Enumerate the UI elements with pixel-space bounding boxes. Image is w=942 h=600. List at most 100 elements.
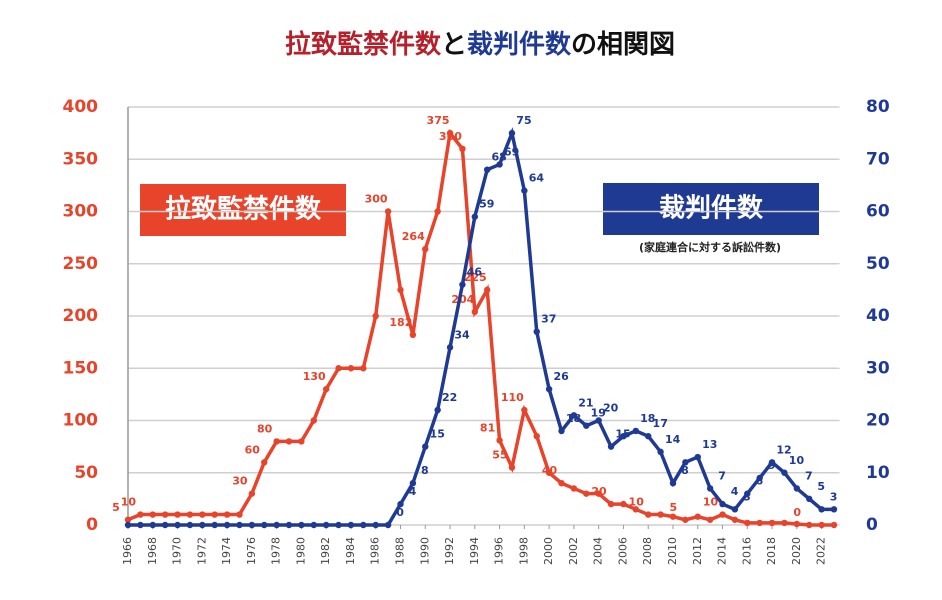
x-tick-label: 2004 [592, 537, 605, 565]
data-label: 68 [492, 151, 507, 164]
y2-tick-label: 80 [866, 97, 890, 117]
data-label: 300 [365, 193, 388, 206]
data-point [174, 511, 181, 518]
data-label: 12 [776, 443, 791, 456]
x-tick-label: 2012 [691, 537, 704, 565]
data-label: 8 [421, 464, 429, 477]
y2-tick-label: 50 [866, 254, 890, 274]
data-label: 14 [665, 433, 681, 446]
data-label: 0 [793, 506, 801, 519]
data-point [409, 331, 417, 339]
title-part: の相関図 [571, 30, 675, 60]
data-label: 15 [615, 428, 630, 441]
data-label: 7 [805, 469, 813, 482]
x-tick-label: 2016 [740, 537, 753, 565]
y-tick-label: 150 [63, 358, 99, 378]
data-label: 20 [603, 402, 619, 415]
data-point [471, 308, 479, 316]
data-point [471, 213, 479, 220]
data-point [261, 521, 268, 529]
data-label: 3 [743, 490, 751, 503]
y2-tick-label: 60 [866, 202, 890, 222]
data-label: 26 [553, 370, 569, 383]
x-tick-label: 1986 [369, 537, 382, 565]
data-point [595, 417, 602, 424]
x-tick-label: 1966 [121, 537, 134, 565]
data-point [285, 438, 293, 445]
x-tick-label: 1988 [393, 537, 406, 565]
data-point [545, 469, 553, 476]
data-label: 10 [789, 454, 805, 467]
data-label: 13 [702, 438, 717, 451]
data-label: 22 [442, 391, 457, 404]
data-point [570, 485, 578, 492]
x-tick-label: 1968 [146, 537, 159, 565]
data-point [669, 513, 677, 520]
data-point [830, 521, 838, 529]
data-point [409, 480, 417, 487]
data-label: 4 [731, 485, 739, 498]
data-point [583, 422, 590, 429]
x-tick-label: 1992 [443, 537, 456, 565]
data-label: 360 [439, 130, 462, 143]
data-point [632, 427, 640, 435]
y-tick-label: 200 [63, 306, 99, 326]
data-label: 80 [257, 422, 273, 435]
data-point [360, 521, 367, 529]
y-tick-label: 50 [74, 463, 98, 483]
data-point [645, 432, 652, 440]
x-tick-label: 1996 [493, 537, 506, 565]
title-part: 拉致監禁件数 [285, 29, 442, 60]
data-point [397, 286, 404, 294]
data-point [335, 365, 342, 372]
data-label: 34 [454, 328, 470, 341]
data-point [558, 480, 565, 487]
series-line [127, 128, 834, 527]
data-label: 18 [640, 412, 655, 425]
data-label: 5 [112, 501, 120, 514]
x-tick-label: 2018 [765, 537, 778, 565]
data-point [236, 521, 243, 529]
data-label: 375 [427, 114, 450, 127]
data-point [706, 485, 714, 492]
data-point [124, 521, 132, 529]
data-label: 21 [578, 396, 593, 409]
data-point [434, 208, 441, 215]
data-label: 20 [591, 485, 607, 498]
chart-title: 拉致監禁件数と裁判件数の相関図 [285, 29, 675, 60]
title-part: 裁判件数 [467, 30, 572, 60]
y2-tick-label: 30 [866, 358, 890, 378]
data-point [273, 438, 280, 445]
data-point [174, 521, 181, 529]
data-point [558, 427, 565, 435]
data-point [434, 406, 441, 414]
data-point [335, 521, 342, 529]
data-point [496, 161, 503, 168]
data-label: 0 [396, 506, 404, 519]
data-point [508, 129, 516, 137]
data-label: 264 [402, 230, 425, 243]
data-point [223, 511, 231, 518]
data-label: 10 [703, 496, 719, 509]
data-point [657, 511, 664, 518]
data-label: 40 [542, 464, 558, 477]
data-point [744, 490, 751, 497]
x-tick-label: 1990 [418, 537, 431, 565]
annotation: 拉致監禁件数 [165, 194, 322, 225]
data-point [781, 469, 788, 476]
data-label: 7 [718, 469, 726, 482]
x-tick-label: 2008 [641, 537, 654, 565]
data-point [731, 516, 739, 523]
x-tick-label: 1970 [171, 537, 184, 565]
data-point [360, 365, 367, 372]
x-tick-label: 1974 [220, 537, 233, 565]
annotation-box [603, 183, 819, 235]
data-point [397, 500, 404, 508]
x-tick-label: 1980 [294, 537, 307, 565]
data-point [137, 521, 144, 529]
data-point [806, 495, 813, 503]
data-point [793, 485, 801, 492]
title-part: と [441, 30, 467, 60]
data-point [620, 432, 627, 440]
data-point [298, 521, 305, 529]
